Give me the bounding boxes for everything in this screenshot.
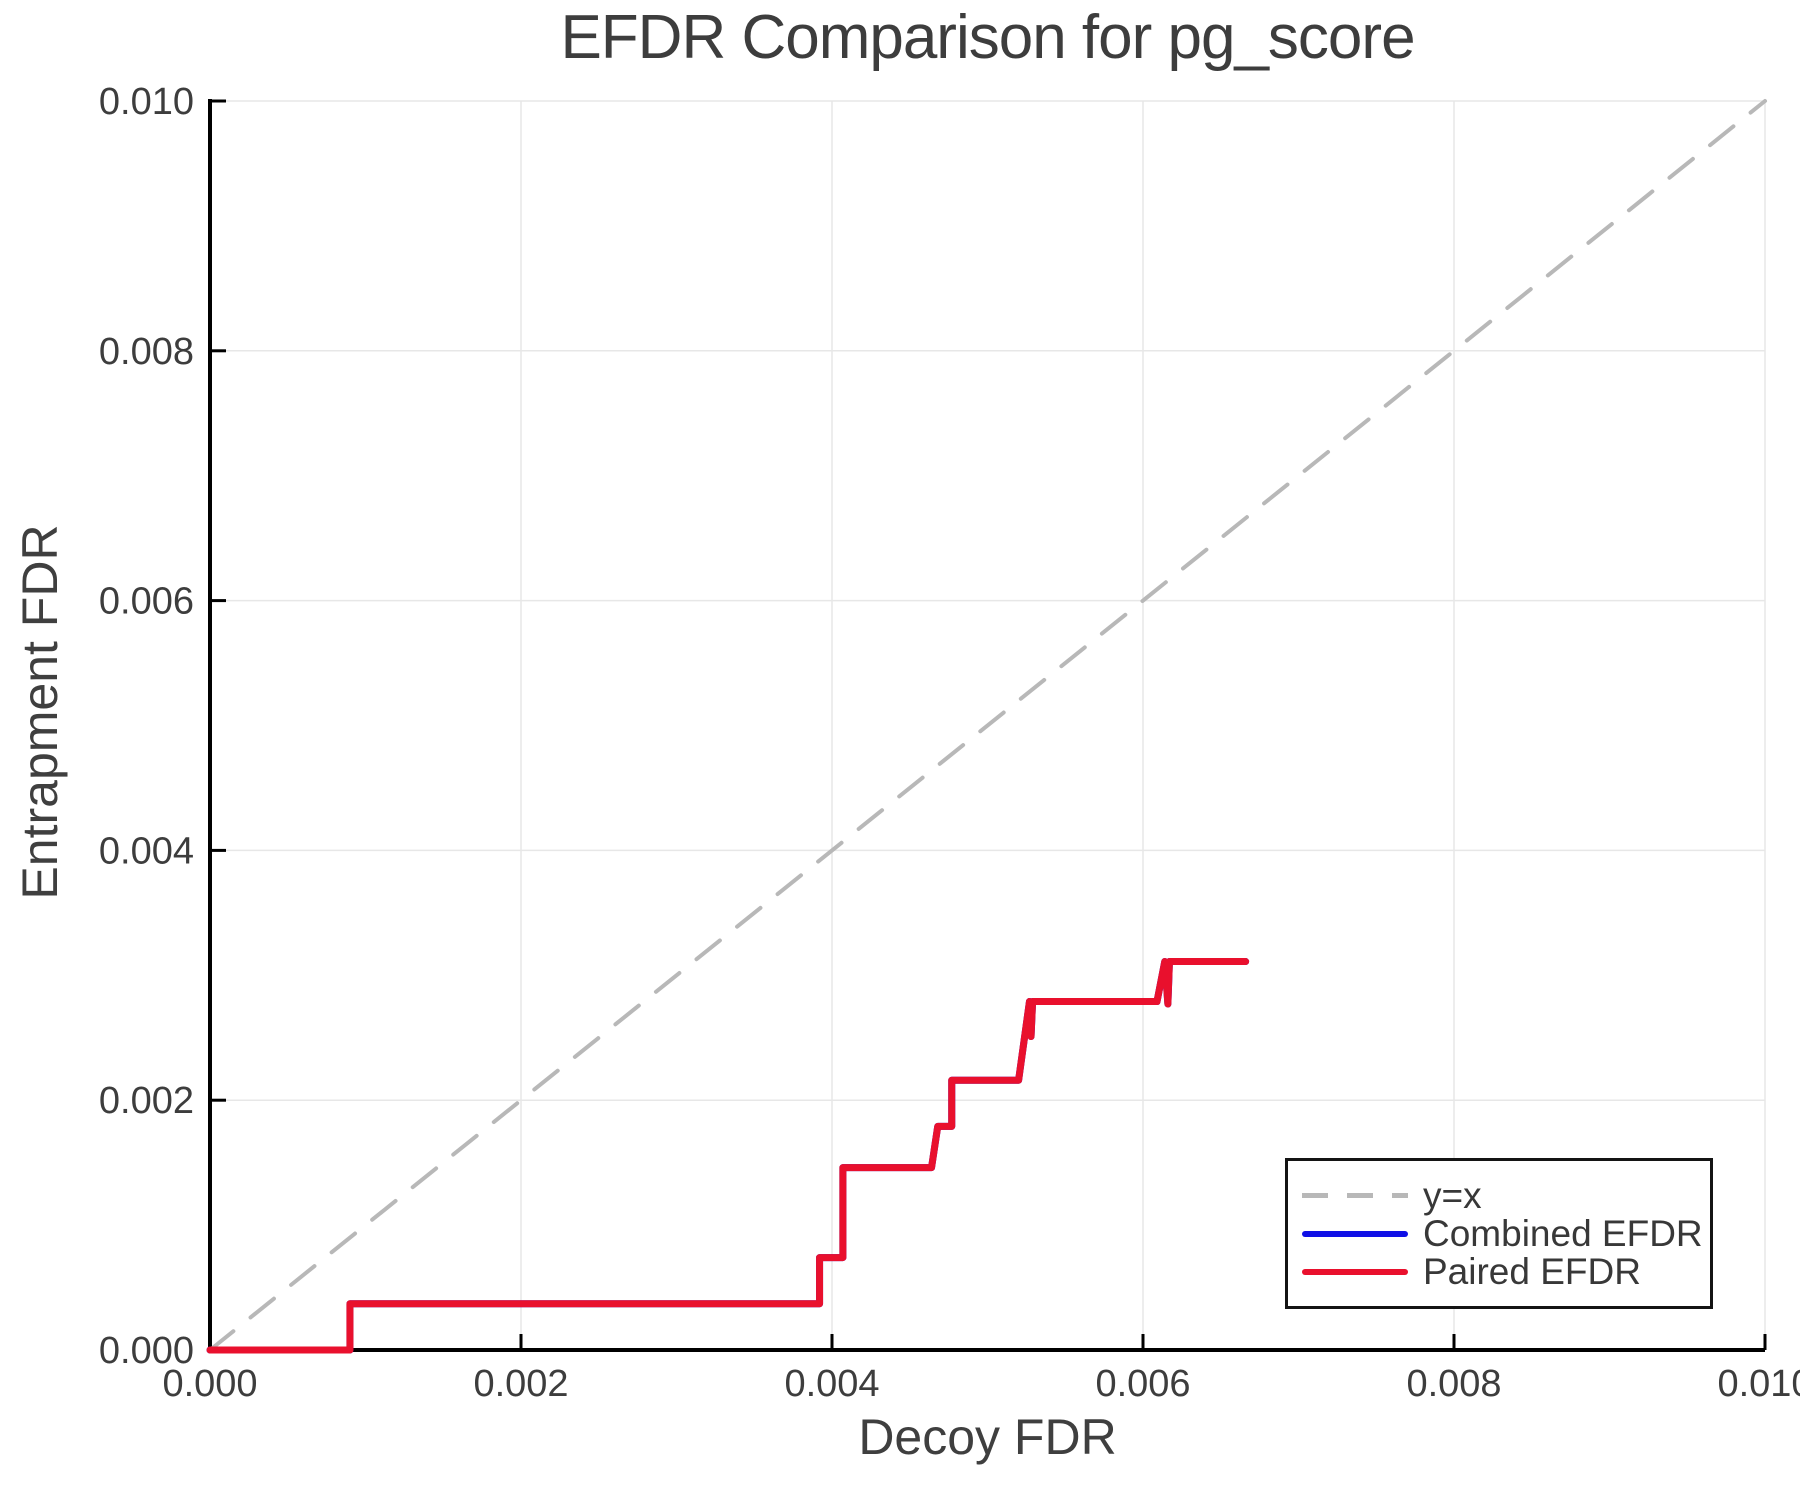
y-tick-label: 0.004	[99, 830, 194, 872]
x-tick-label: 0.008	[1406, 1363, 1501, 1405]
y-tick-label: 0.010	[99, 81, 194, 123]
blue-line-swatch	[1302, 1230, 1408, 1237]
legend-label: y=x	[1423, 1175, 1482, 1216]
legend-item-yx: y=x	[1302, 1177, 1710, 1215]
y-axis-label: Entrapment FDR	[12, 524, 68, 900]
chart-title: EFDR Comparison for pg_score	[560, 3, 1415, 72]
x-tick-label: 0.006	[1095, 1363, 1190, 1405]
legend-item-paired-efdr: Paired EFDR	[1302, 1253, 1710, 1291]
y-tick-label: 0.000	[99, 1330, 194, 1372]
legend-label: Paired EFDR	[1423, 1251, 1641, 1292]
x-axis-label: Decoy FDR	[858, 1409, 1117, 1465]
x-tick-label: 0.004	[784, 1363, 879, 1405]
y-tick-label: 0.002	[99, 1080, 194, 1122]
series-line-y-x	[208, 99, 1767, 1352]
y-tick-label: 0.008	[99, 331, 194, 373]
legend-label: Combined EFDR	[1423, 1213, 1703, 1254]
x-tick-label: 0.002	[473, 1363, 568, 1405]
dashed-line-swatch	[1302, 1193, 1408, 1198]
legend-item-combined-efdr: Combined EFDR	[1302, 1215, 1710, 1253]
legend-box: y=x Combined EFDR Paired EFDR	[1285, 1158, 1713, 1309]
series-line-combined-efdr	[206, 958, 1250, 1354]
y-tick-label: 0.006	[99, 581, 194, 623]
x-tick-label: 0.010	[1717, 1363, 1800, 1405]
series-line-paired-efdr	[206, 958, 1250, 1354]
x-tick-label: 0.000	[162, 1363, 257, 1405]
red-line-swatch	[1302, 1268, 1408, 1275]
